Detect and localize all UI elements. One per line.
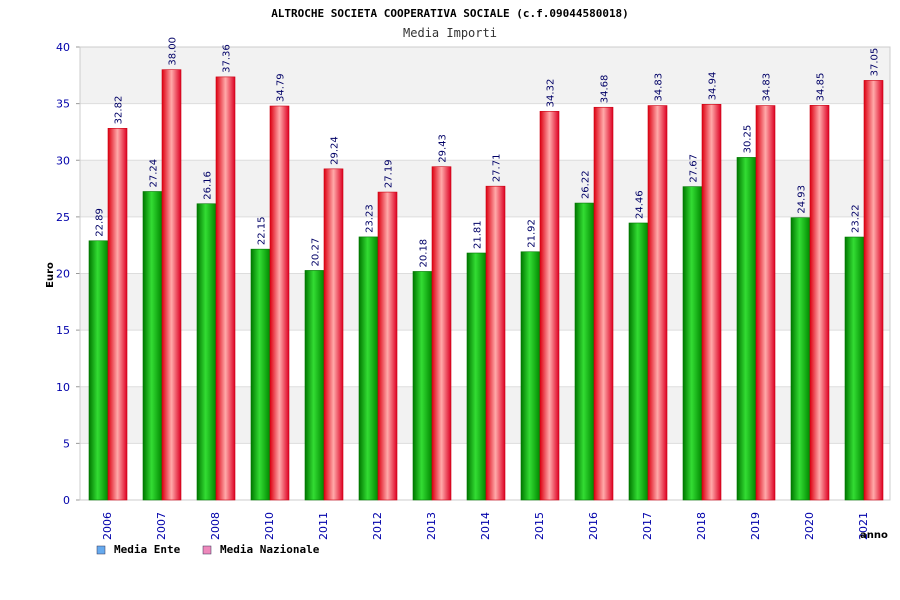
bar-ente — [304, 270, 325, 501]
plot-area: 0 5 10 15 20 25 30 35 40 22.89 32.82 2006 27.24 38.00… — [56, 37, 891, 540]
data-label-ente: 24.46 — [635, 190, 646, 219]
x-tick-label: 2018 — [695, 512, 708, 540]
data-label-nazionale: 34.83 — [762, 73, 773, 102]
data-label-nazionale: 34.94 — [708, 72, 719, 101]
data-label-ente: 20.18 — [419, 239, 430, 268]
x-tick-label: 2017 — [641, 512, 654, 540]
bar-nazionale — [215, 76, 236, 501]
bar-ente — [142, 191, 163, 501]
y-tick-label: 15 — [56, 324, 70, 337]
bar-ente — [790, 217, 811, 501]
x-tick-label: 2013 — [425, 512, 438, 540]
data-label-nazionale: 27.71 — [492, 154, 503, 183]
x-tick-label: 2021 — [857, 512, 870, 540]
bar-nazionale — [161, 69, 182, 501]
data-label-ente: 26.22 — [581, 170, 592, 199]
y-axis-label: Euro — [45, 262, 56, 288]
data-label-ente: 24.93 — [797, 185, 808, 214]
bar-ente — [88, 240, 109, 501]
legend: Media Ente Media Nazionale — [96, 543, 320, 556]
chart-subtitle: Media Importi — [403, 26, 497, 40]
y-tick-label: 10 — [56, 381, 70, 394]
x-tick-label: 2011 — [317, 512, 330, 540]
bar-ente — [520, 251, 541, 501]
y-tick-label: 35 — [56, 98, 70, 111]
bar-nazionale — [269, 105, 290, 501]
y-tick-label: 20 — [56, 268, 70, 281]
y-tick-label: 40 — [56, 41, 70, 54]
bar-nazionale — [647, 105, 668, 501]
y-tick-label: 25 — [56, 211, 70, 224]
bar-nazionale — [539, 111, 560, 501]
legend-swatch-ente — [96, 545, 106, 555]
bar-nazionale — [431, 166, 452, 501]
data-label-ente: 23.22 — [851, 204, 862, 233]
data-label-nazionale: 34.32 — [546, 79, 557, 108]
data-label-nazionale: 32.82 — [114, 96, 125, 125]
data-label-nazionale: 38.00 — [168, 37, 179, 66]
bar-nazionale — [809, 105, 830, 501]
chart-title: ALTROCHE SOCIETA COOPERATIVA SOCIALE (c.… — [271, 7, 629, 20]
bar-ente — [358, 236, 379, 501]
data-label-nazionale: 34.83 — [654, 73, 665, 102]
data-label-nazionale: 34.85 — [816, 73, 827, 102]
data-label-ente: 20.27 — [311, 238, 322, 267]
bar-ente — [574, 202, 595, 501]
bar-nazionale — [593, 106, 614, 501]
data-label-ente: 27.24 — [149, 159, 160, 188]
y-tick-label: 5 — [63, 437, 70, 450]
legend-swatch-nazionale — [202, 545, 212, 555]
bar-ente — [628, 222, 649, 501]
bar-nazionale — [863, 80, 884, 501]
data-label-nazionale: 34.79 — [276, 73, 287, 102]
x-tick-label: 2016 — [587, 512, 600, 540]
grid-band — [80, 47, 890, 104]
x-tick-label: 2010 — [263, 512, 276, 540]
bar-nazionale — [377, 191, 398, 501]
bar-nazionale — [485, 185, 506, 501]
data-label-ente: 22.15 — [257, 217, 268, 246]
data-label-nazionale: 37.05 — [870, 48, 881, 77]
legend-label-ente: Media Ente — [114, 543, 181, 556]
data-label-nazionale: 29.24 — [330, 136, 341, 165]
data-label-ente: 30.25 — [743, 125, 754, 154]
data-label-nazionale: 29.43 — [438, 134, 449, 163]
bar-ente — [844, 236, 865, 501]
bar-ente — [736, 157, 757, 501]
x-tick-label: 2019 — [749, 512, 762, 540]
x-tick-label: 2008 — [209, 512, 222, 540]
bar-nazionale — [701, 104, 722, 501]
y-tick-label: 0 — [63, 494, 70, 507]
bar-ente — [412, 271, 433, 501]
x-tick-label: 2014 — [479, 512, 492, 540]
bar-nazionale — [323, 168, 344, 501]
data-label-ente: 21.92 — [527, 219, 538, 248]
data-label-nazionale: 27.19 — [384, 159, 395, 188]
data-label-nazionale: 34.68 — [600, 75, 611, 104]
bar-nazionale — [107, 128, 128, 501]
y-tick-label: 30 — [56, 154, 70, 167]
bar-ente — [466, 252, 487, 501]
data-label-ente: 23.23 — [365, 204, 376, 233]
bar-nazionale — [755, 105, 776, 501]
data-label-ente: 27.67 — [689, 154, 700, 183]
x-tick-label: 2015 — [533, 512, 546, 540]
data-label-ente: 26.16 — [203, 171, 214, 200]
bar-ente — [196, 203, 217, 501]
x-tick-label: 2007 — [155, 512, 168, 540]
bar-ente — [682, 186, 703, 501]
legend-label-nazionale: Media Nazionale — [220, 543, 320, 556]
x-tick-label: 2012 — [371, 512, 384, 540]
bar-ente — [250, 248, 271, 501]
x-tick-label: 2006 — [101, 512, 114, 540]
x-axis-label: anno — [860, 530, 888, 541]
data-label-nazionale: 37.36 — [222, 44, 233, 73]
grid-band — [80, 103, 890, 161]
data-label-ente: 21.81 — [473, 220, 484, 249]
x-tick-label: 2020 — [803, 512, 816, 540]
data-label-ente: 22.89 — [95, 208, 106, 237]
